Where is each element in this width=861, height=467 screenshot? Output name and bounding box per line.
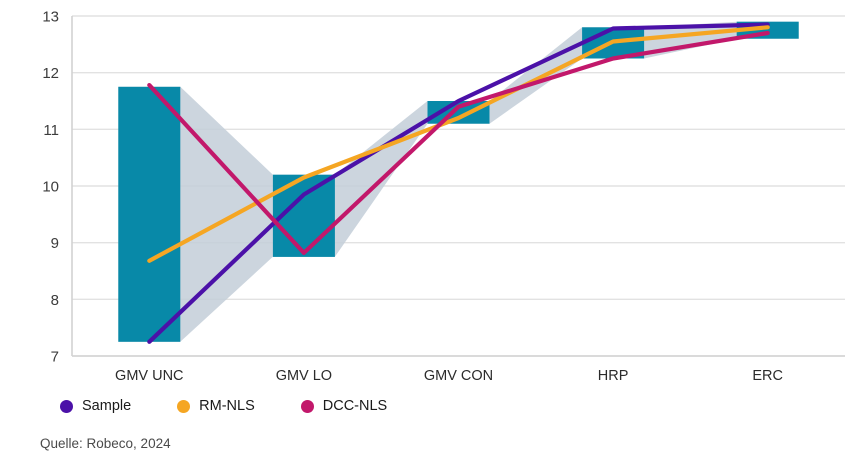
legend-item-dcc-nls[interactable]: DCC-NLS	[300, 398, 388, 414]
legend-item-rm-nls[interactable]: RM-NLS	[177, 398, 255, 414]
x-tick-label: GMV CON	[424, 368, 493, 384]
range-band	[118, 21, 799, 342]
source-note: Quelle: Robeco, 2024	[40, 436, 171, 451]
series-line	[147, 25, 770, 263]
y-tick-label: 9	[51, 235, 59, 252]
circle-marker-icon	[177, 399, 191, 413]
range-bar	[427, 101, 490, 124]
axis-lines	[71, 16, 845, 357]
x-tick-label: ERC	[752, 368, 783, 384]
x-tick-label: GMV LO	[276, 368, 332, 384]
chart-legend: Sample RM-NLS DCC-NLS	[60, 398, 433, 414]
y-tick-label: 13	[42, 9, 59, 26]
legend-label: RM-NLS	[199, 398, 255, 414]
y-tick-label: 11	[43, 122, 59, 139]
series-lines	[147, 22, 770, 344]
range-band-area	[118, 21, 799, 342]
circle-marker-icon	[300, 399, 314, 413]
circle-marker-icon	[60, 399, 73, 413]
y-tick-label: 10	[42, 179, 59, 196]
x-tick-label: HRP	[598, 368, 629, 384]
y-tick-label: 7	[51, 349, 59, 366]
y-axis-tick-labels: 7 8 9 10 11 12 13	[42, 9, 59, 366]
x-axis-tick-labels: GMV UNC GMV LO GMV CON HRP ERC	[115, 368, 783, 384]
y-tick-label: 12	[42, 65, 59, 82]
range-bar	[118, 86, 181, 342]
y-tick-label: 8	[51, 292, 59, 309]
legend-label: Sample	[82, 398, 132, 414]
series-line	[147, 22, 770, 344]
series-line	[147, 30, 770, 255]
legend-item-sample[interactable]: Sample	[60, 398, 131, 414]
legend-label: DCC-NLS	[322, 398, 388, 414]
x-tick-label: GMV UNC	[115, 368, 183, 384]
